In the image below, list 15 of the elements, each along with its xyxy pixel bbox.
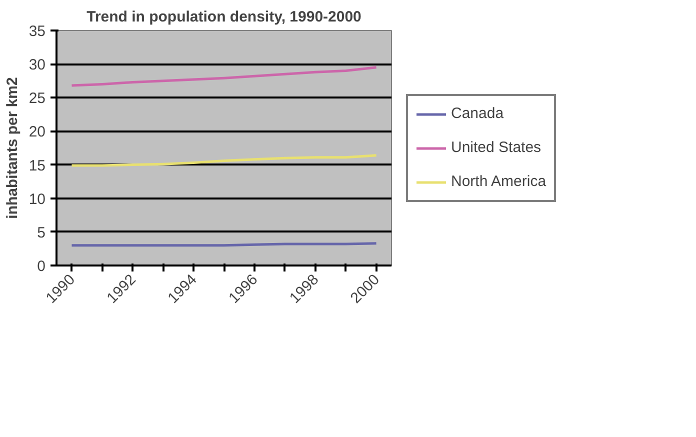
- legend-label: Canada: [451, 105, 504, 122]
- y-axis-title: inhabitants per km2: [4, 77, 21, 219]
- line-series: [70, 66, 378, 87]
- y-tick-label: 10: [28, 190, 46, 208]
- y-tick-label: 5: [37, 224, 46, 242]
- legend-label: United States: [451, 139, 542, 156]
- y-tick-label: 30: [28, 56, 46, 74]
- y-tick-label: 25: [28, 90, 46, 108]
- y-tick-label: 0: [37, 258, 46, 275]
- chart-title: Trend in population density, 1990-2000: [86, 8, 362, 26]
- y-tick-label: 15: [28, 157, 46, 174]
- y-tick-label: 20: [28, 124, 46, 141]
- y-tick-label: 35: [28, 23, 46, 40]
- line-series: [70, 154, 378, 167]
- legend-label: North America: [451, 173, 546, 190]
